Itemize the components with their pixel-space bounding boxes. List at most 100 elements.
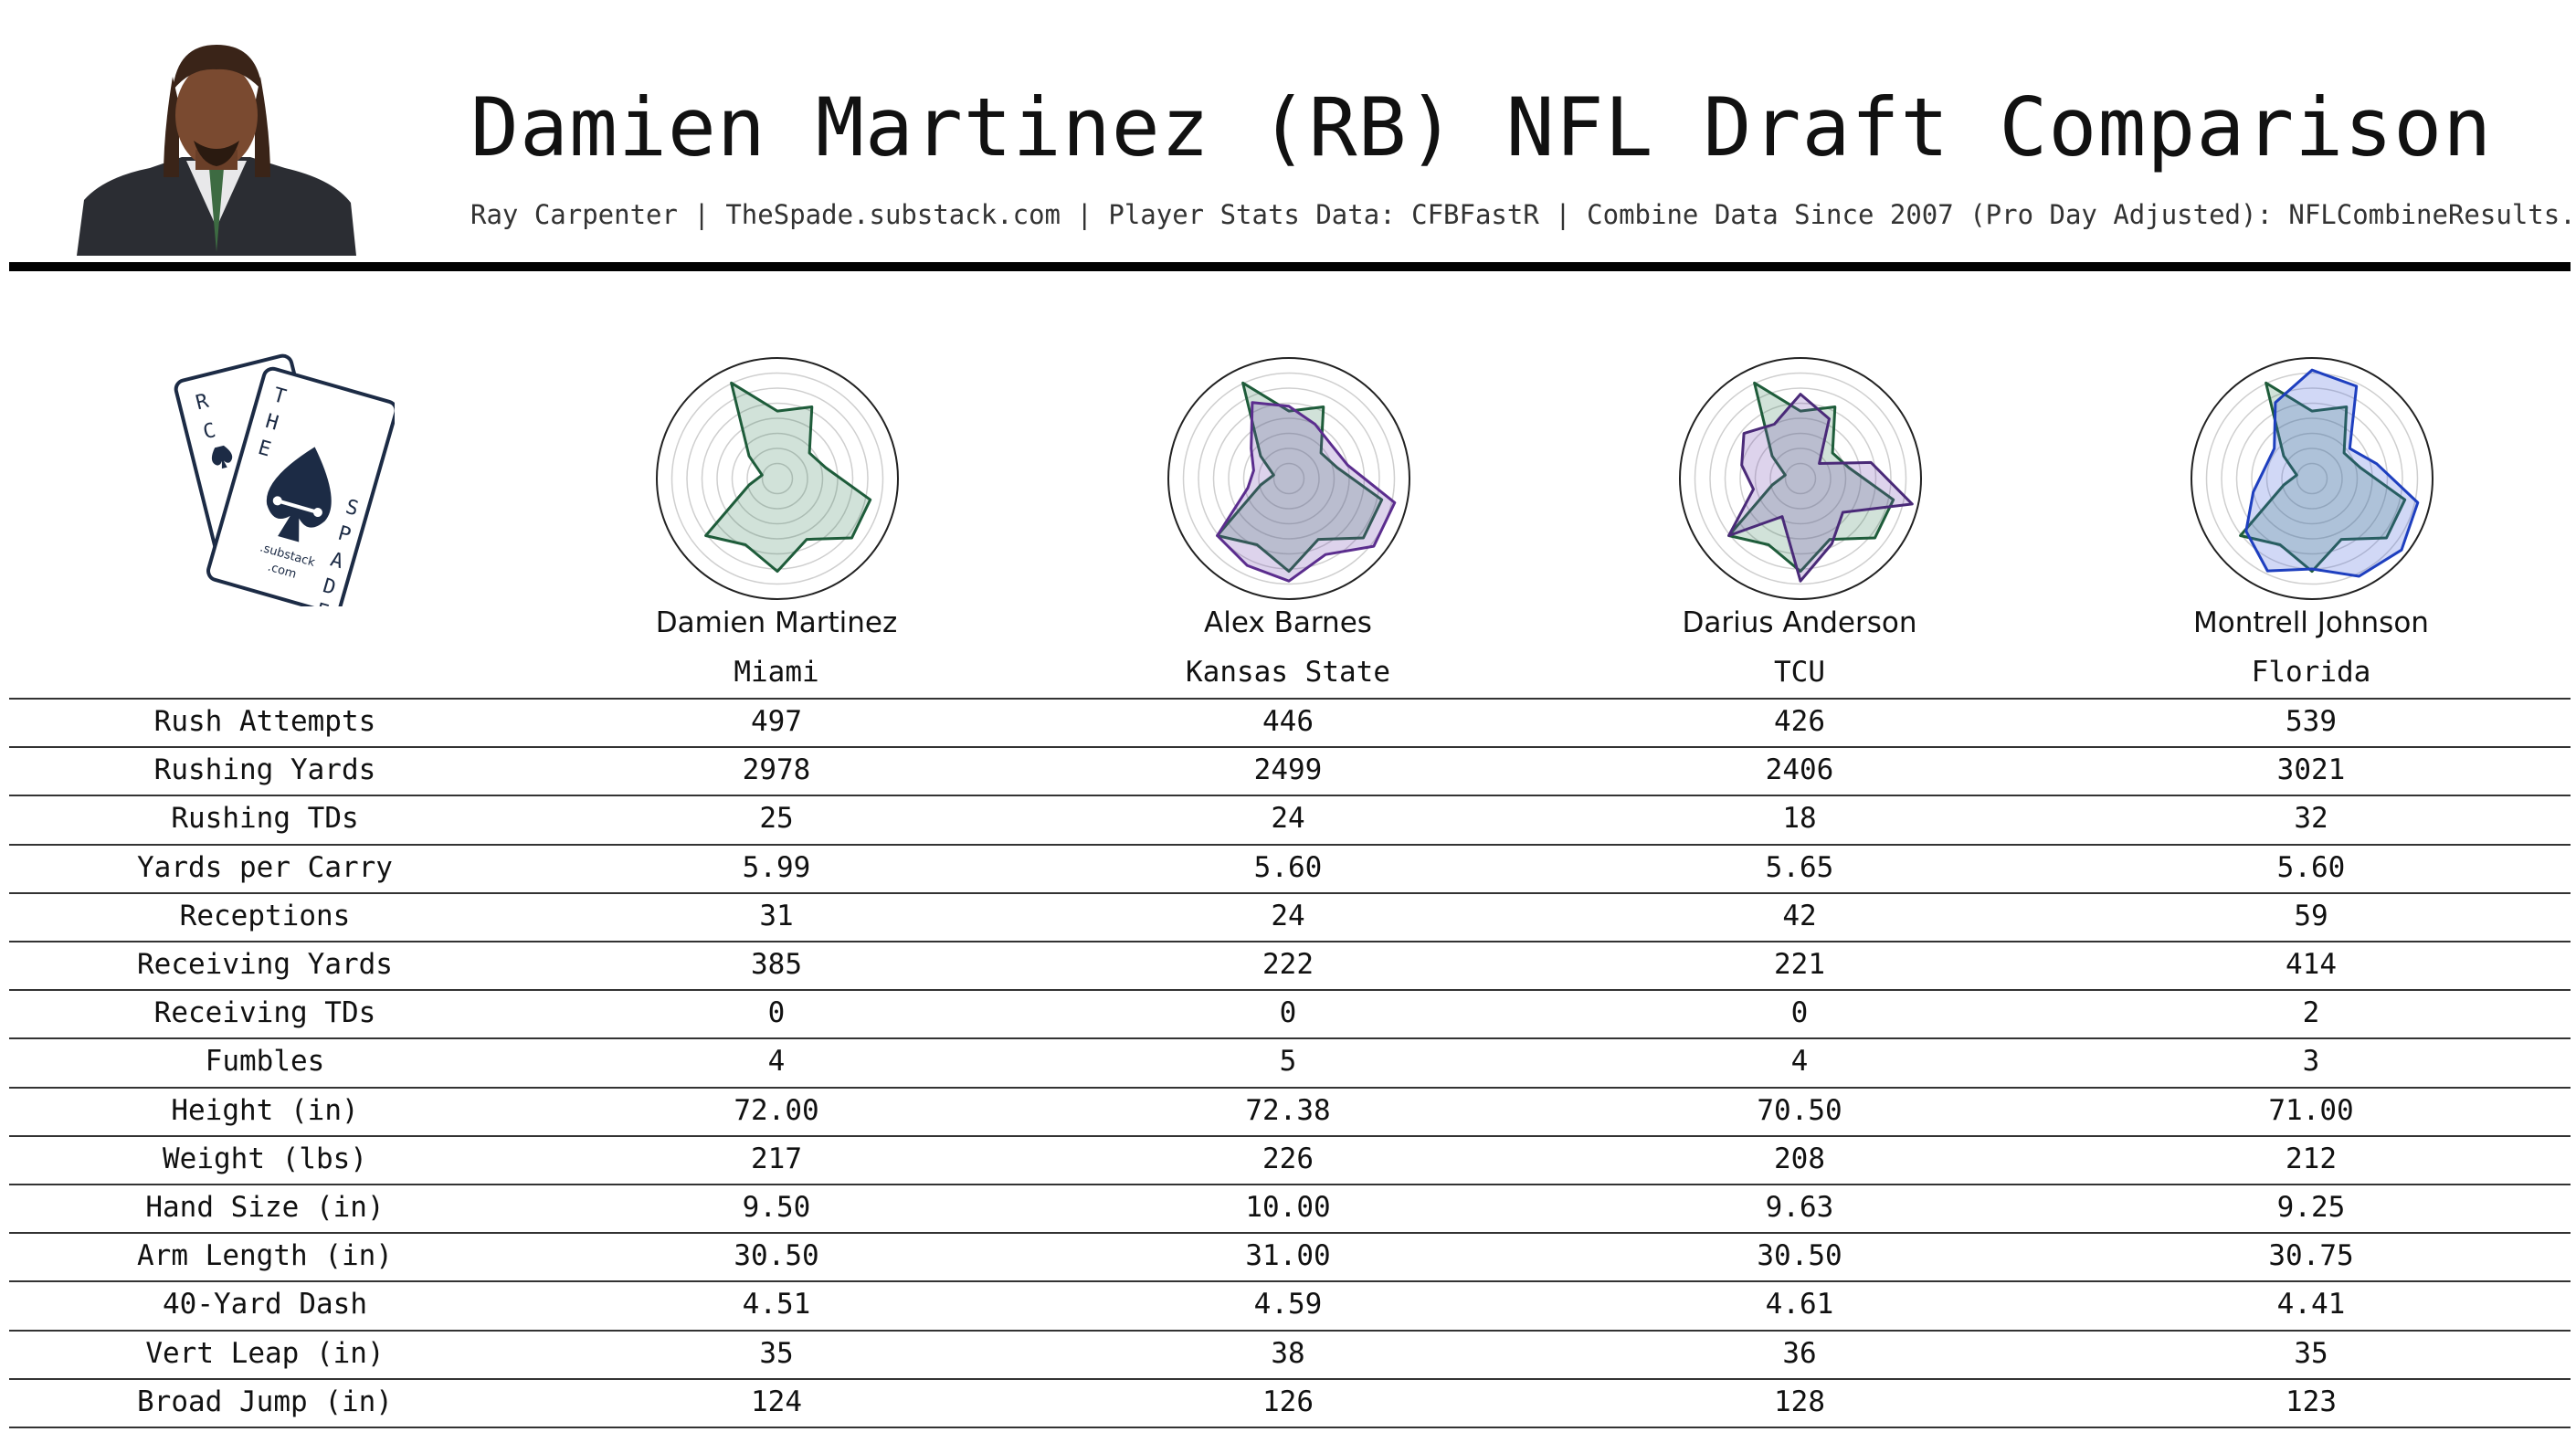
radar-grid-ring: [1754, 432, 1847, 525]
radar-series-damien-martinez: [2239, 381, 2407, 574]
radar-grid-ring: [1272, 462, 1305, 495]
row-label: Yards per Carry: [137, 850, 393, 884]
table-cell: 3: [2302, 1045, 2320, 1079]
table-cell: 4: [1790, 1045, 1809, 1079]
radar-grid-ring: [1198, 387, 1380, 570]
table-cell: 208: [1774, 1142, 1825, 1175]
page-title: Damien Martinez (RB) NFL Draft Compariso…: [470, 80, 2493, 174]
radar-outer-ring: [2191, 357, 2433, 600]
table-rule: [9, 1037, 2571, 1040]
table-cell: 5.99: [742, 850, 811, 884]
radar-chart-darius-anderson: [1679, 357, 1922, 600]
table-row: Vert Leap (in) 35 38 36 35: [0, 1330, 2576, 1378]
table-rule: [9, 843, 2571, 846]
row-label: Rushing Yards: [153, 753, 376, 787]
logo-letter-a: A: [328, 548, 346, 574]
table-rule: [9, 795, 2571, 797]
row-label: 40-Yard Dash: [163, 1288, 367, 1321]
table-cell: 2: [2302, 996, 2320, 1030]
table-row: 40-Yard Dash 4.51 4.59 4.61 4.41: [0, 1280, 2576, 1329]
logo-letter-e2: E: [313, 599, 332, 606]
table-cell: 42: [1782, 899, 1817, 932]
row-label: Arm Length (in): [137, 1239, 393, 1273]
radar-grid-ring: [701, 402, 854, 555]
the-spade-logo: R C T H E S P A D E .substack .com: [174, 353, 395, 606]
table-cell: 126: [1262, 1385, 1314, 1418]
row-label: Weight (lbs): [163, 1142, 367, 1175]
row-label: Hand Size (in): [145, 1191, 385, 1224]
table-row: Rushing TDs 25 24 18 32: [0, 795, 2576, 843]
table-cell: 30.75: [2268, 1239, 2354, 1273]
table-cell: 72.38: [1245, 1093, 1331, 1127]
table-cell: 32: [2294, 802, 2328, 836]
table-cell: 217: [751, 1142, 802, 1175]
radar-grid-ring: [1228, 417, 1350, 540]
table-cell: 3021: [2276, 753, 2346, 787]
table-cell: 30.50: [734, 1239, 819, 1273]
row-label: Rush Attempts: [153, 705, 376, 738]
table-cell: 446: [1262, 705, 1314, 738]
table-rule: [9, 989, 2571, 992]
table-cell: 0: [767, 996, 786, 1030]
radar-outer-ring: [1679, 357, 1922, 600]
player-headshot: [77, 45, 356, 256]
radar-grid-ring: [1709, 387, 1892, 570]
table-cell: 0: [1279, 996, 1297, 1030]
table-cell: 5.60: [2276, 850, 2346, 884]
radar-grid-ring: [1258, 448, 1320, 510]
table-rule: [9, 1232, 2571, 1235]
table-cell: 426: [1774, 705, 1825, 738]
table-cell: 71.00: [2268, 1093, 2354, 1127]
table-cell: 5.65: [1765, 850, 1834, 884]
logo-letter-p: P: [335, 522, 354, 548]
table-cell: 30.50: [1757, 1239, 1842, 1273]
table-row: Rush Attempts 497 446 426 539: [0, 698, 2576, 746]
radar-grid-ring: [2281, 448, 2343, 510]
table-rule: [9, 891, 2571, 894]
table-cell: 70.50: [1757, 1093, 1842, 1127]
radar-grid-ring: [1182, 372, 1396, 585]
table-cell: 414: [2286, 948, 2337, 981]
table-cell: 31.00: [1245, 1239, 1331, 1273]
table-cell: 4.51: [742, 1288, 811, 1321]
header-divider: [9, 262, 2571, 271]
table-cell: 0: [1790, 996, 1809, 1030]
radar-chart-alex-barnes: [1167, 357, 1410, 600]
radar-grid-ring: [2251, 417, 2373, 540]
table-row: Receptions 31 24 42 59: [0, 892, 2576, 941]
logo-letter-e: E: [256, 437, 274, 462]
radar-grid-ring: [2265, 432, 2359, 525]
page-subtitle: Ray Carpenter | TheSpade.substack.com | …: [470, 199, 2576, 230]
radar-series-damien-martinez: [1216, 381, 1384, 574]
radar-grid-ring: [1769, 448, 1832, 510]
logo-letter-h: H: [263, 410, 281, 436]
table-cell: 59: [2294, 899, 2328, 932]
table-row: Receiving TDs 0 0 0 2: [0, 989, 2576, 1037]
row-label: Broad Jump (in): [137, 1385, 393, 1418]
logo-letter-c: C: [201, 419, 218, 444]
table-rule: [9, 1427, 2571, 1428]
radar-chart-damien-martinez: [656, 357, 899, 600]
row-label: Receiving TDs: [153, 996, 376, 1030]
table-cell: 36: [1782, 1336, 1817, 1370]
table-cell: 226: [1262, 1142, 1314, 1175]
table-rule: [9, 1329, 2571, 1332]
table-cell: 4.59: [1253, 1288, 1323, 1321]
row-label: Vert Leap (in): [145, 1336, 385, 1370]
row-label: Fumbles: [205, 1045, 325, 1079]
table-row: Receiving Yards 385 222 221 414: [0, 941, 2576, 989]
radar-series-damien-martinez: [704, 381, 872, 574]
table-row: Arm Length (in) 30.50 31.00 30.50 30.75: [0, 1232, 2576, 1280]
table-cell: 5.60: [1253, 850, 1323, 884]
table-cell: 221: [1774, 948, 1825, 981]
table-row: Yards per Carry 5.99 5.60 5.65 5.60: [0, 844, 2576, 892]
table-cell: 24: [1271, 802, 1305, 836]
table-row: Hand Size (in) 9.50 10.00 9.63 9.25: [0, 1184, 2576, 1232]
table-row: Broad Jump (in) 124 126 128 123: [0, 1378, 2576, 1427]
table-row: Weight (lbs) 217 226 208 212: [0, 1135, 2576, 1184]
player-name-damien-martinez: Damien Martinez: [655, 606, 898, 639]
radar-series-montrell-johnson: [2244, 368, 2420, 578]
logo-letter-d: D: [321, 574, 339, 600]
table-cell: 72.00: [734, 1093, 819, 1127]
table-cell: 18: [1782, 802, 1817, 836]
